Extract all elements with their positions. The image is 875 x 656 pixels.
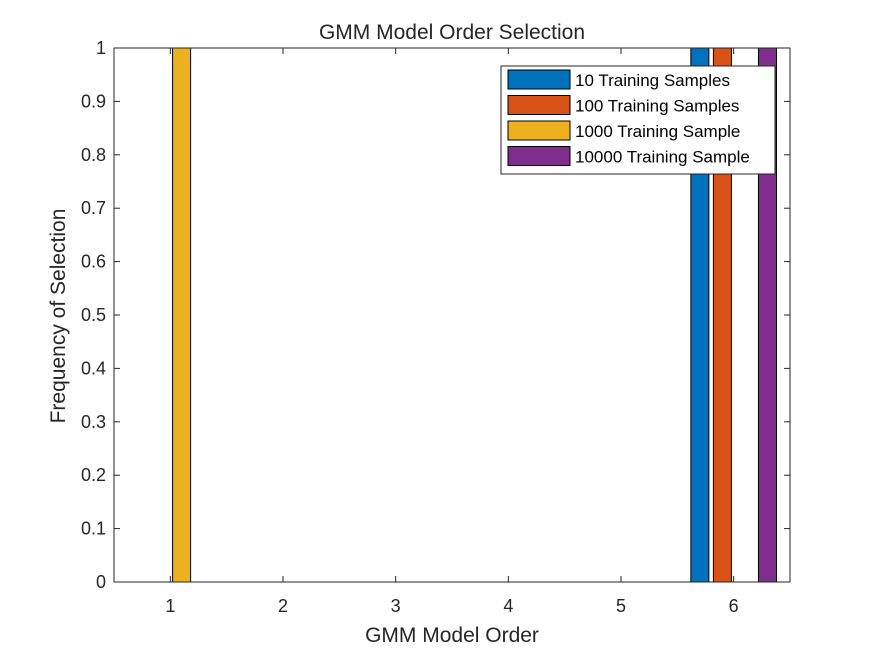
x-tick-label: 2 [278, 596, 288, 616]
y-tick-label: 0.3 [81, 412, 106, 432]
y-tick-label: 0 [96, 572, 106, 592]
x-tick-label: 5 [616, 596, 626, 616]
legend-label: 100 Training Samples [575, 97, 739, 116]
y-tick-label: 1 [96, 38, 106, 58]
x-axis-label: GMM Model Order [365, 624, 539, 647]
bars-layer [172, 47, 777, 583]
y-tick-label: 0.1 [81, 519, 106, 539]
y-tick-label: 0.7 [81, 198, 106, 218]
legend: 10 Training Samples 100 Training Samples 1… [500, 65, 776, 175]
legend-swatch [507, 120, 571, 141]
y-tick-label: 0.2 [81, 465, 106, 485]
y-tick-label: 0.6 [81, 252, 106, 272]
x-tick-label: 4 [503, 596, 513, 616]
legend-swatch [507, 69, 571, 90]
y-tick-label: 0.4 [81, 358, 106, 378]
legend-label: 1000 Training Sample [575, 122, 740, 141]
x-tick-label: 6 [729, 596, 739, 616]
legend-label: 10 Training Samples [575, 71, 730, 90]
legend-label: 10000 Training Sample [575, 148, 750, 167]
y-tick-label: 0.5 [81, 305, 106, 325]
bar-3-category-1 [172, 47, 192, 583]
legend-swatch [507, 95, 571, 115]
y-tick-label: 0.8 [81, 145, 106, 165]
y-tick-label: 0.9 [81, 91, 106, 111]
legend-swatch [507, 146, 571, 166]
chart-title: GMM Model Order Selection [319, 21, 585, 44]
y-axis-label: Frequency of Selection [47, 209, 70, 424]
x-tick-label: 3 [391, 596, 401, 616]
axes-layer: 1 2 3 4 5 6 0 0.1 0.2 0.3 0.4 0.5 0.6 0.7 0.8 0.9 1 [81, 38, 791, 616]
x-tick-label: 1 [165, 596, 175, 616]
